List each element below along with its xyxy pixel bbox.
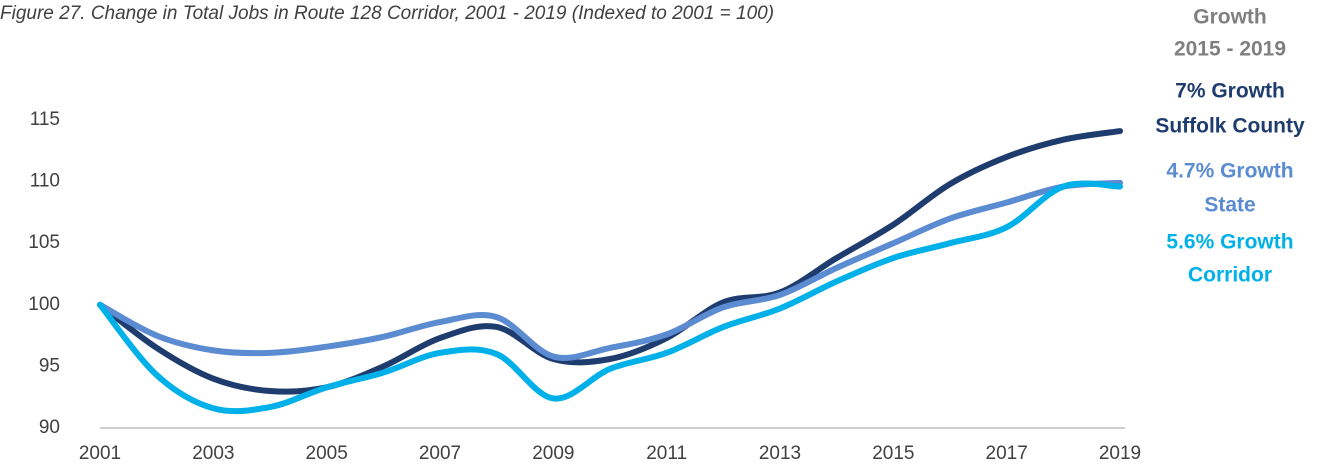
annotation-header: 2015 - 2019	[1174, 38, 1286, 61]
x-tick-label: 2007	[419, 443, 461, 464]
legend-label: Suffolk County	[1155, 115, 1305, 138]
series-line	[97, 180, 1123, 415]
series-line	[97, 179, 1123, 361]
y-tick-label: 115	[30, 109, 60, 130]
x-tick-label: 2011	[646, 443, 687, 464]
series-line	[97, 128, 1123, 395]
growth-label: 7% Growth	[1175, 80, 1285, 103]
x-tick-label: 2009	[532, 443, 574, 464]
x-tick-label: 2017	[986, 443, 1028, 464]
growth-label: 5.6% Growth	[1166, 231, 1293, 254]
x-tick-label: 2015	[872, 443, 914, 464]
y-tick-label: 95	[39, 355, 60, 376]
legend-label: Corridor	[1188, 264, 1272, 287]
chart-title: Figure 27. Change in Total Jobs in Route…	[0, 3, 774, 24]
x-tick-label: 2003	[192, 443, 234, 464]
annotation-header: Growth	[1193, 6, 1267, 29]
y-tick-label: 110	[30, 171, 60, 192]
x-tick-label: 2001	[79, 443, 121, 464]
x-tick-label: 2005	[306, 443, 348, 464]
legend-label: State	[1204, 194, 1255, 217]
growth-label: 4.7% Growth	[1166, 160, 1293, 183]
y-tick-label: 100	[28, 294, 60, 315]
x-tick-label: 2019	[1099, 443, 1141, 464]
y-tick-label: 105	[28, 232, 60, 253]
x-tick-label: 2013	[759, 443, 801, 464]
y-tick-label: 90	[39, 417, 60, 438]
